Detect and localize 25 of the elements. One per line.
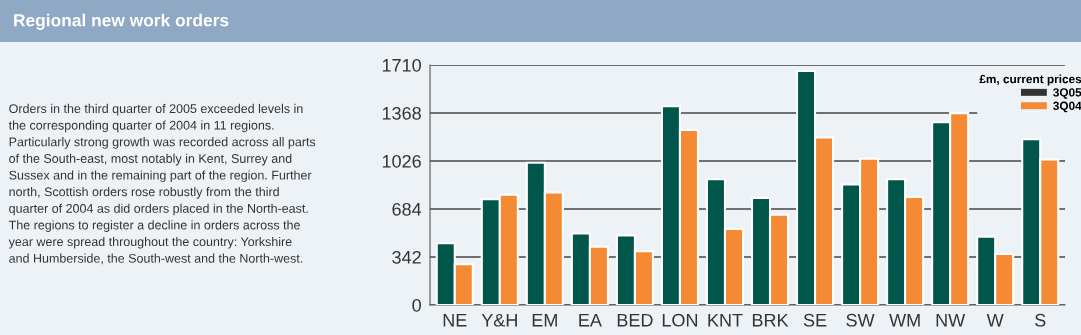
x-tick-label: SE — [803, 313, 827, 327]
y-tick-label: 1368 — [382, 106, 421, 120]
x-tick-label: EM — [532, 314, 557, 327]
x-tick-label: NE — [443, 314, 467, 327]
legend-title: £m, current prices — [979, 74, 1081, 86]
y-tick-label: 342 — [392, 250, 421, 264]
y-tick-label: 1710 — [382, 58, 421, 72]
x-tick-label: Y&H — [481, 313, 517, 327]
x-tick-label: WM — [889, 314, 920, 327]
y-tick-label: 0 — [412, 298, 421, 312]
y-tick-label: 684 — [392, 202, 422, 216]
x-tick-label: W — [986, 314, 1004, 327]
x-tick-label: NW — [936, 314, 966, 327]
x-tick-label: BED — [617, 314, 653, 327]
x-tick-label: S — [1035, 313, 1046, 327]
x-tick-label: LON — [662, 313, 698, 327]
x-tick-label: EA — [579, 314, 602, 327]
x-tick-label: BRK — [752, 314, 789, 327]
text: Regional new work orders — [14, 13, 229, 30]
text: Orders in the third quarter of 2005 exceeded levels in the corresponding quarter of 2004 in 11 regions. Particularly strong growth was recorded across all parts of the South-east, most notably in Kent, Surrey and Sussex and in the remaining part of the region. Further north, Scottish orders rose robustly from the third quarter of 2004 as did orders placed in the North-east. The regions to register a decline in orders across the year were spread throughout the country: Yorkshire and Humberside, the South-west and the North-west. — [8, 103, 316, 265]
legend-label: 3Q04 — [1053, 101, 1081, 113]
text: 3Q05 — [1053, 88, 1081, 99]
x-tick-label: KNT — [708, 314, 743, 327]
x-tick-label: SW — [846, 313, 875, 327]
y-tick-label: 1026 — [382, 154, 421, 168]
